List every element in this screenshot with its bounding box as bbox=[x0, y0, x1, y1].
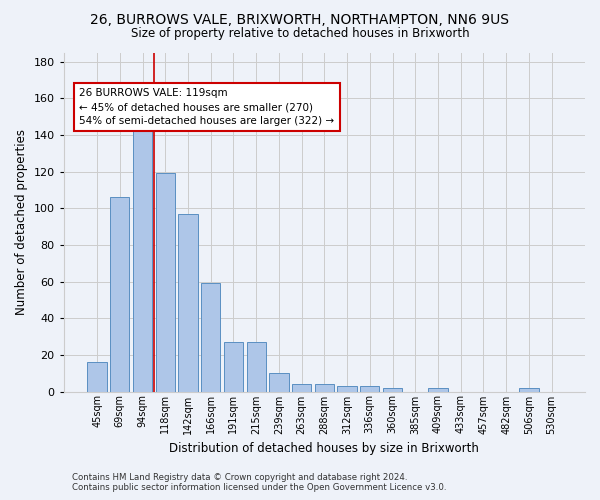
Bar bbox=[292, 384, 311, 392]
Bar bbox=[178, 214, 197, 392]
Bar bbox=[110, 198, 130, 392]
Bar bbox=[428, 388, 448, 392]
Y-axis label: Number of detached properties: Number of detached properties bbox=[15, 129, 28, 315]
Bar bbox=[201, 284, 220, 392]
Text: 26 BURROWS VALE: 119sqm
← 45% of detached houses are smaller (270)
54% of semi-d: 26 BURROWS VALE: 119sqm ← 45% of detache… bbox=[79, 88, 334, 126]
Text: 26, BURROWS VALE, BRIXWORTH, NORTHAMPTON, NN6 9US: 26, BURROWS VALE, BRIXWORTH, NORTHAMPTON… bbox=[91, 12, 509, 26]
Bar bbox=[88, 362, 107, 392]
Bar bbox=[360, 386, 379, 392]
Text: Size of property relative to detached houses in Brixworth: Size of property relative to detached ho… bbox=[131, 28, 469, 40]
Text: Contains HM Land Registry data © Crown copyright and database right 2024.
Contai: Contains HM Land Registry data © Crown c… bbox=[72, 473, 446, 492]
Bar bbox=[224, 342, 243, 392]
X-axis label: Distribution of detached houses by size in Brixworth: Distribution of detached houses by size … bbox=[169, 442, 479, 455]
Bar bbox=[247, 342, 266, 392]
Bar bbox=[133, 118, 152, 392]
Bar bbox=[337, 386, 357, 392]
Bar bbox=[519, 388, 539, 392]
Bar bbox=[155, 174, 175, 392]
Bar bbox=[314, 384, 334, 392]
Bar bbox=[269, 373, 289, 392]
Bar bbox=[383, 388, 402, 392]
